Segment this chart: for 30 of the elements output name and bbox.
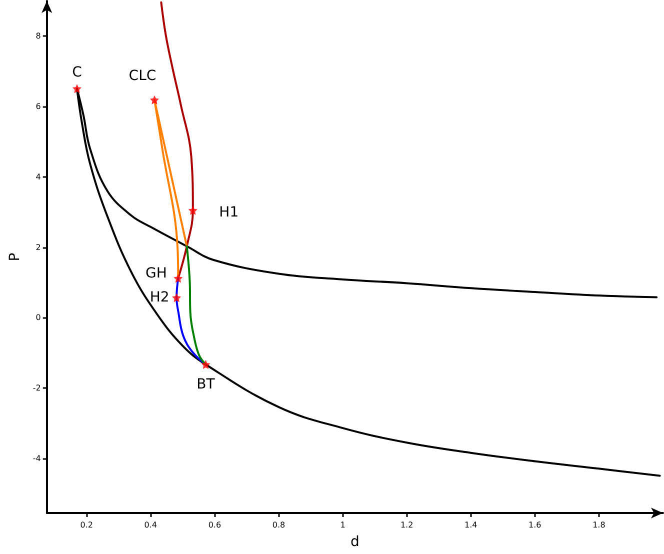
point [72, 84, 82, 94]
y-tick-label: 0 [36, 313, 41, 322]
y-axis-title: P [7, 252, 23, 262]
x-tick-label: 1.8 [592, 520, 606, 530]
x-tick-label: 0.4 [144, 520, 157, 530]
annotation: BT [196, 376, 216, 392]
x-tick-label: 1.6 [528, 520, 542, 530]
y-tick-label: 4 [36, 172, 41, 182]
annotation: H1 [219, 204, 239, 220]
x-tick-label: 1 [340, 520, 346, 530]
point [150, 95, 159, 104]
y-tick-label: -2 [32, 384, 41, 393]
x-tick-label: 0.8 [272, 520, 286, 530]
x-tick-label: 0.6 [208, 520, 222, 530]
y-tick-label: -4 [32, 454, 41, 463]
annotation: CLC [128, 68, 156, 84]
point [172, 293, 182, 302]
y-tick-label: 2 [36, 242, 41, 252]
x-tick-label: 0.2 [80, 520, 93, 530]
annotation: GH [145, 265, 167, 282]
point [188, 206, 198, 215]
x-tick-label: 1.4 [464, 520, 478, 530]
y-tick-label: 8 [36, 32, 41, 41]
annotation: C [72, 64, 82, 81]
annotation: H2 [150, 290, 170, 306]
x-tick-label: 1.2 [400, 520, 414, 530]
x-axis-title: d [350, 534, 360, 550]
point [174, 274, 183, 283]
y-tick-label: 6 [36, 102, 41, 112]
point [201, 360, 210, 369]
